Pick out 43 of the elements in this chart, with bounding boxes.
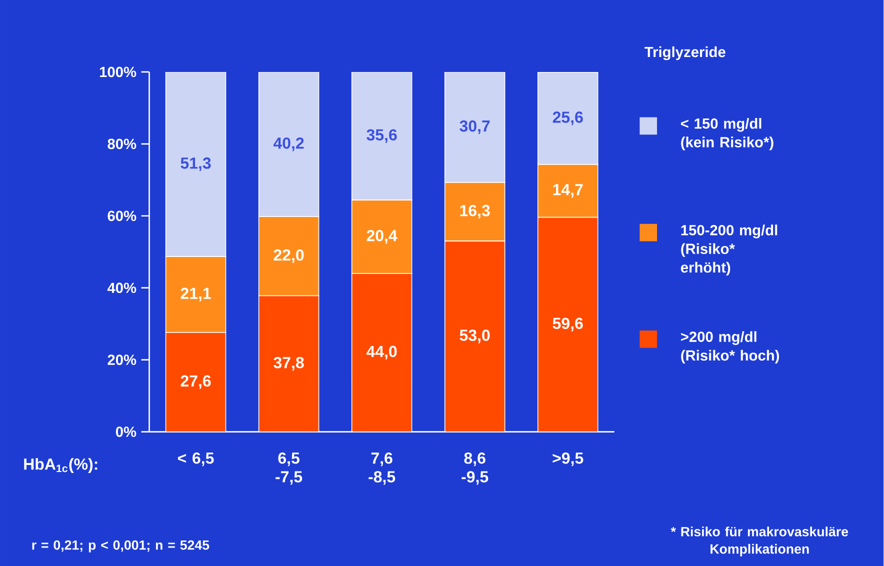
legend-label: >200 mg/dl (Risiko* hoch) — [680, 331, 780, 364]
data-label: 20,4 — [366, 230, 398, 244]
legend-title: Triglyzeride — [644, 46, 726, 60]
bar — [537, 216, 598, 432]
data-label: 35,6 — [366, 129, 397, 143]
data-label: 22,0 — [274, 249, 304, 263]
data-label: 30,7 — [460, 120, 490, 134]
data-label: 59,6 — [552, 318, 583, 332]
y-tick-label: 100% — [100, 66, 136, 77]
x-axis-title: HbA$_{1c}$(%): — [24, 458, 98, 473]
bar — [444, 72, 506, 183]
data-label: 14,7 — [553, 184, 583, 198]
y-tick-label: 80% — [108, 138, 136, 149]
y-tick-label: 60% — [108, 210, 136, 221]
data-label: 51,3 — [180, 157, 211, 171]
data-label: 44,0 — [366, 346, 397, 360]
legend-label: < 150 mg/dl (kein Risiko*) — [680, 118, 774, 150]
bar — [258, 72, 320, 217]
text: * Risiko für makrovaskuläre Komplikationen — [670, 526, 848, 556]
x-tick-label: 8,6 -9,5 — [462, 452, 488, 485]
data-label: 27,6 — [180, 375, 211, 389]
y-tick-label: 0% — [116, 426, 136, 437]
data-label: 53,0 — [460, 329, 490, 344]
data-label: 16,3 — [460, 204, 490, 218]
x-tick-label: 6,5 -7,5 — [276, 452, 302, 485]
y-tick-label: 40% — [107, 282, 136, 293]
bar — [165, 72, 226, 257]
data-label: 25,6 — [552, 111, 583, 125]
bar — [444, 240, 506, 432]
data-label: 21,1 — [180, 288, 211, 302]
bar — [537, 72, 598, 165]
bar — [351, 72, 412, 200]
bar — [351, 272, 412, 432]
x-tick-label: >9,5 — [552, 452, 584, 466]
data-label: 37,8 — [274, 356, 304, 370]
y-tick-label: 20% — [108, 354, 136, 365]
data-label: 40,2 — [273, 137, 304, 151]
legend-label: 150-200 mg/dl (Risiko* erhöht) — [680, 224, 778, 276]
text: r = 0,21; p < 0,001; n = 5245 — [32, 540, 210, 552]
bar — [258, 295, 320, 432]
x-tick-label: < 6,5 — [178, 452, 214, 466]
bar — [165, 332, 226, 432]
x-tick-label: 7,6 -8,5 — [368, 452, 396, 485]
